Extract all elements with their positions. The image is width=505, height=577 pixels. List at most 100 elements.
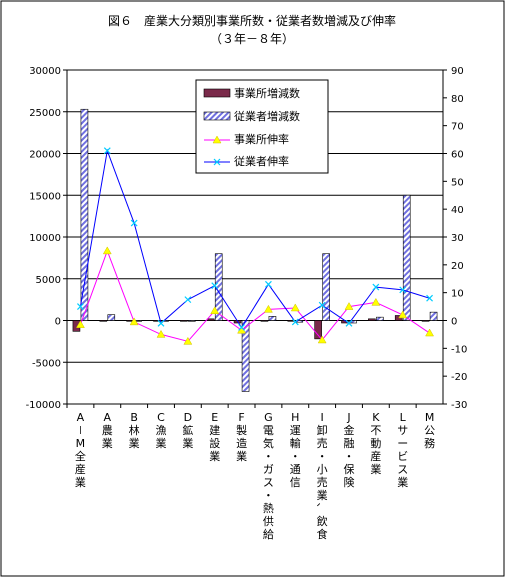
svg-text:ス: ス [263, 476, 274, 489]
svg-text:通: 通 [290, 463, 301, 476]
legend-label-establishments-rate: 事業所伸率 [234, 132, 289, 146]
svg-text:公: 公 [424, 424, 435, 437]
right-tick-label: 30 [451, 233, 464, 244]
svg-text:農: 農 [102, 423, 113, 437]
svg-text:林: 林 [129, 423, 140, 437]
left-tick-label: 15000 [29, 191, 61, 202]
svg-text:・: ・ [290, 450, 301, 463]
svg-text:業: 業 [129, 437, 140, 450]
bar-employees-change [349, 320, 357, 324]
legend: 事業所増減数 従業者増減数 事業所伸率 従業者伸率 [195, 79, 329, 174]
right-tick-label: 90 [451, 66, 464, 77]
svg-text:業: 業 [102, 437, 113, 450]
svg-text:気: 気 [263, 436, 274, 450]
svg-text:売: 売 [317, 437, 328, 450]
svg-text:C: C [157, 411, 165, 424]
left-tick-label: -10000 [26, 400, 61, 411]
category-label: C漁業 [156, 411, 167, 450]
bar-employees-change [80, 108, 89, 321]
right-tick-label: 50 [451, 177, 464, 188]
svg-text:電: 電 [263, 424, 274, 437]
legend-swatch-establishments-change [203, 88, 231, 98]
svg-text:J: J [346, 411, 350, 424]
bar-employees-change [161, 320, 169, 322]
bar-establishments-change [180, 320, 188, 322]
svg-text:運: 運 [290, 424, 301, 437]
svg-text:・: ・ [263, 450, 274, 463]
point-establishments-rate [263, 304, 273, 313]
point-employees-rate [291, 318, 299, 326]
svg-text:ビ: ビ [397, 450, 408, 463]
svg-text:F: F [238, 411, 244, 424]
bar-employees-change [188, 320, 196, 322]
point-establishments-rate [102, 246, 112, 255]
point-employees-rate [77, 303, 84, 311]
point-employees-rate [345, 319, 353, 327]
svg-text:務: 務 [424, 436, 435, 450]
svg-text:M: M [425, 411, 435, 424]
point-employees-rate [318, 301, 326, 309]
line-establishments-rate [79, 249, 430, 342]
legend-label-establishments-change: 事業所増減数 [234, 86, 300, 100]
right-tick-label: 40 [451, 205, 464, 216]
category-label: A農業 [102, 411, 113, 450]
point-establishments-rate [183, 336, 193, 345]
svg-text:D: D [184, 411, 192, 424]
right-tick-label: 10 [451, 289, 464, 300]
right-tick-label: 0 [451, 317, 457, 328]
svg-text:サ: サ [397, 424, 408, 437]
point-employees-rate [157, 319, 165, 327]
svg-text:K: K [372, 411, 380, 424]
right-tick-label: 70 [451, 122, 464, 133]
chart-title: 図６ 産業大分類別事業所数・従業者数増減及び伸率 [108, 13, 396, 28]
left-tick-label: -5000 [32, 358, 61, 369]
line-series [75, 147, 435, 345]
right-tick-label: 20 [451, 261, 464, 272]
svg-text:建: 建 [209, 423, 220, 437]
bar-employees-change [402, 194, 411, 321]
point-employees-rate [184, 296, 192, 304]
svg-text:小: 小 [317, 463, 328, 476]
svg-text:A: A [77, 411, 85, 424]
svg-text:業: 業 [182, 437, 193, 450]
svg-text:ー: ー [397, 437, 408, 450]
bar-establishments-change [421, 320, 430, 322]
category-label: J金融・保険 [344, 411, 355, 489]
svg-text:、: 、 [315, 503, 328, 514]
right-tick-label: 80 [451, 94, 464, 105]
point-employees-rate [426, 294, 433, 302]
legend-marker-employees-rate [213, 158, 221, 166]
left-tick-label: 10000 [29, 233, 61, 244]
svg-text:G: G [264, 411, 273, 424]
svg-text:業: 業 [209, 450, 220, 463]
svg-text:業: 業 [236, 450, 247, 463]
svg-text:漁: 漁 [156, 423, 167, 437]
legend-label-employees-rate: 従業者伸率 [234, 154, 289, 168]
svg-text:産: 産 [75, 463, 86, 476]
right-axis: -30 -20 -10 0 10 20 30 40 50 60 70 80 90 [443, 66, 467, 411]
left-axis: -10000 -5000 0 5000 10000 15000 20000 25000 3000… [26, 66, 67, 411]
legend-label-employees-change: 従業者増減数 [234, 109, 300, 123]
bar-employees-change [376, 316, 384, 321]
category-label: G電気・ガス・熱供給 [263, 411, 274, 541]
svg-text:産: 産 [370, 450, 381, 463]
category-label: H運輸・通信 [290, 411, 301, 489]
svg-text:飲: 飲 [317, 514, 328, 528]
svg-text:鉱: 鉱 [182, 423, 193, 437]
svg-text:業: 業 [317, 489, 328, 502]
svg-text:輸: 輸 [290, 436, 301, 450]
point-establishments-rate [425, 328, 435, 337]
svg-text:熱: 熱 [263, 502, 274, 515]
right-tick-label: -30 [451, 400, 467, 411]
svg-text:保: 保 [344, 462, 355, 476]
point-employees-rate [103, 147, 111, 155]
category-label: M公務 [424, 411, 435, 450]
svg-text:L: L [400, 411, 407, 424]
category-label: B林業 [129, 411, 140, 450]
left-tick-label: 20000 [29, 150, 61, 161]
bar-establishments-change [99, 320, 108, 322]
svg-text:B: B [130, 411, 138, 424]
svg-text:業: 業 [397, 476, 408, 489]
